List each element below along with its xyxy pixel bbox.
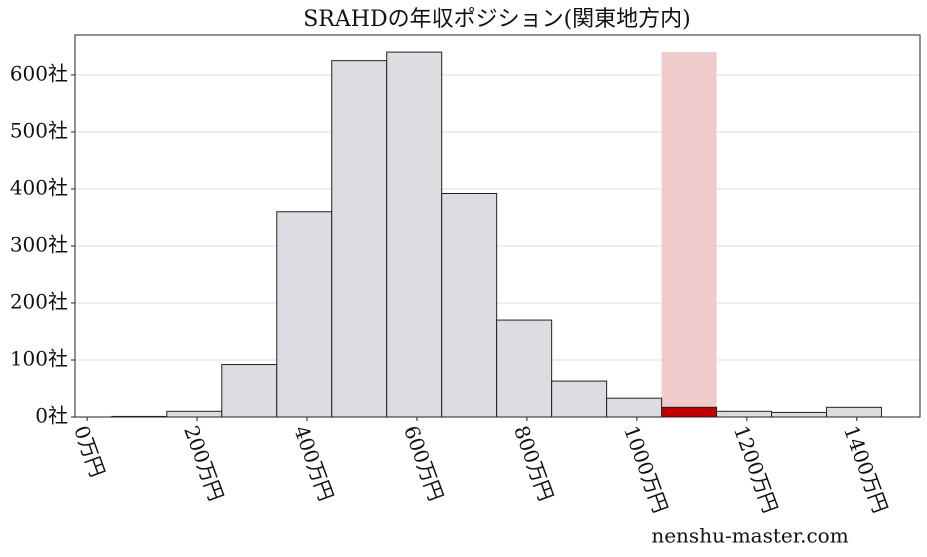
x-tick-label: 1200万円 [729, 422, 783, 516]
bar [661, 406, 718, 418]
y-tick-label: 300社 [10, 232, 68, 256]
bar [551, 380, 608, 418]
y-tick-label: 500社 [10, 118, 68, 142]
x-tick-label: 200万円 [179, 422, 228, 504]
x-tick-label: 600万円 [399, 422, 448, 504]
bar [221, 364, 278, 418]
plot-frame [74, 34, 921, 418]
y-tick-label: 200社 [10, 289, 68, 313]
bar [386, 51, 443, 418]
bar [716, 410, 773, 418]
bar [331, 60, 388, 418]
x-tick-label: 800万円 [509, 422, 558, 504]
bar [826, 406, 883, 418]
bar [441, 193, 498, 418]
x-tick-label: 1400万円 [839, 422, 893, 516]
watermark: nenshu-master.com [651, 524, 848, 548]
bar [771, 411, 828, 418]
y-tick-label: 400社 [10, 175, 68, 199]
bar [496, 319, 553, 418]
bar [276, 211, 333, 418]
y-tick-label: 600社 [10, 61, 68, 85]
x-tick-label: 0万円 [69, 422, 110, 480]
y-tick-label: 100社 [10, 346, 68, 370]
chart-title: SRAHDの年収ポジション(関東地方内) [303, 7, 691, 32]
highlight-band [661, 52, 717, 417]
x-tick-label: 1000万円 [619, 422, 673, 516]
bar [606, 397, 663, 418]
y-tick-label: 0社 [35, 404, 68, 428]
bar [166, 410, 223, 418]
x-tick-label: 400万円 [289, 422, 338, 504]
